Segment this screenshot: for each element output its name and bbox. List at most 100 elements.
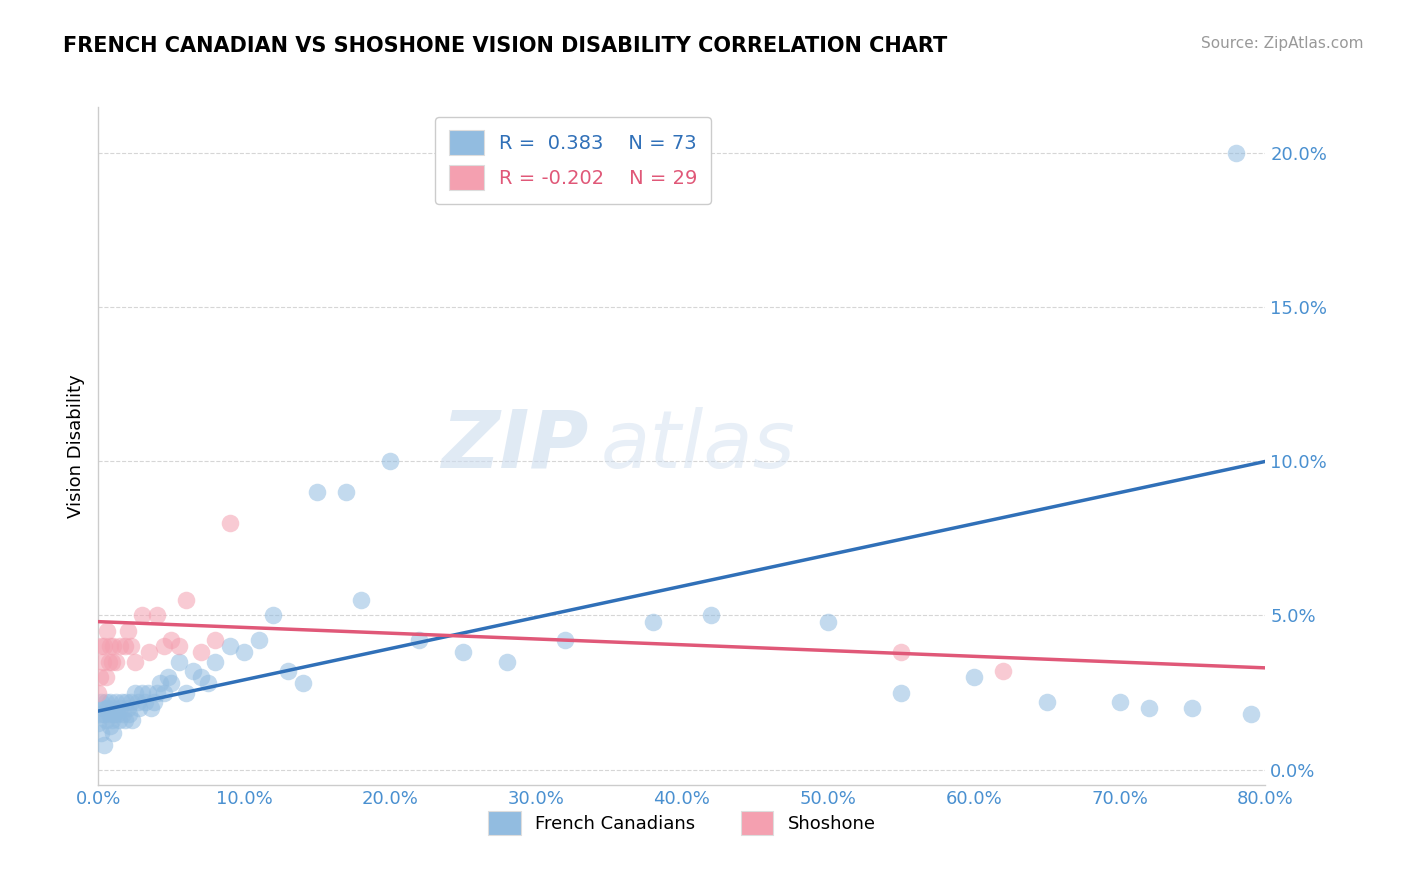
Point <box>117 624 139 638</box>
Point <box>100 655 122 669</box>
Point <box>90 725 112 739</box>
Point <box>94 695 117 709</box>
Point <box>120 640 142 654</box>
Point <box>112 707 135 722</box>
Point <box>94 670 117 684</box>
Point <box>131 685 153 699</box>
Point <box>101 725 124 739</box>
Point <box>97 655 120 669</box>
Point <box>91 701 114 715</box>
Point <box>127 695 149 709</box>
Point <box>93 707 115 722</box>
Point <box>91 655 114 669</box>
Legend: French Canadians, Shoshone: French Canadians, Shoshone <box>479 803 884 844</box>
Point <box>1240 707 1263 722</box>
Point <box>89 670 111 684</box>
Point <box>124 685 146 699</box>
Point <box>110 640 132 654</box>
Point <box>89 707 111 722</box>
Point <box>90 695 112 709</box>
Point <box>1137 701 1160 715</box>
Point <box>100 713 122 727</box>
Point <box>90 640 112 654</box>
Point <box>496 655 519 669</box>
Point <box>160 633 183 648</box>
Point <box>380 454 402 468</box>
Point <box>335 485 357 500</box>
Point <box>1108 695 1130 709</box>
Point <box>98 719 121 733</box>
Point <box>128 701 150 715</box>
Point <box>134 695 156 709</box>
Point <box>146 608 169 623</box>
Point <box>991 664 1014 678</box>
Text: FRENCH CANADIAN VS SHOSHONE VISION DISABILITY CORRELATION CHART: FRENCH CANADIAN VS SHOSHONE VISION DISAB… <box>63 36 948 55</box>
Point <box>1035 695 1057 709</box>
Point <box>554 633 576 648</box>
Point <box>153 640 176 654</box>
Point <box>104 695 127 709</box>
Point <box>120 695 142 709</box>
Point <box>115 695 138 709</box>
Point <box>117 701 139 715</box>
Point <box>641 615 664 629</box>
Point <box>277 664 299 678</box>
Point <box>197 676 219 690</box>
Point <box>890 645 912 659</box>
Point <box>93 640 115 654</box>
Point <box>451 645 474 659</box>
Point <box>160 676 183 690</box>
Point <box>262 608 284 623</box>
Point <box>157 670 180 684</box>
Point <box>1181 701 1204 715</box>
Point <box>104 655 127 669</box>
Text: atlas: atlas <box>600 407 794 485</box>
Point <box>93 738 115 752</box>
Point <box>136 685 159 699</box>
Y-axis label: Vision Disability: Vision Disability <box>66 374 84 518</box>
Point <box>233 645 256 659</box>
Point <box>700 608 723 623</box>
Point <box>96 624 118 638</box>
Point <box>190 670 212 684</box>
Point <box>87 716 110 731</box>
Point <box>181 664 204 678</box>
Point <box>350 593 373 607</box>
Point <box>121 713 143 727</box>
Point <box>167 655 190 669</box>
Point <box>218 516 240 530</box>
Point <box>1225 146 1247 161</box>
Point <box>124 655 146 669</box>
Point <box>146 685 169 699</box>
Point <box>962 670 984 684</box>
Point <box>96 701 118 715</box>
Point <box>101 701 124 715</box>
Point <box>218 640 240 654</box>
Point <box>111 695 134 709</box>
Point <box>174 593 197 607</box>
Text: ZIP: ZIP <box>441 407 589 485</box>
Point <box>153 685 176 699</box>
Point <box>98 640 121 654</box>
Point <box>408 633 430 648</box>
Point <box>291 676 314 690</box>
Point <box>131 608 153 623</box>
Point <box>103 707 125 722</box>
Point <box>890 685 912 699</box>
Point <box>307 485 329 500</box>
Text: Source: ZipAtlas.com: Source: ZipAtlas.com <box>1201 36 1364 51</box>
Point <box>110 701 132 715</box>
Point <box>138 645 160 659</box>
Point <box>118 707 141 722</box>
Point <box>108 713 131 727</box>
Point <box>149 676 172 690</box>
Point <box>142 695 165 709</box>
Point <box>190 645 212 659</box>
Point <box>101 640 124 654</box>
Point <box>98 695 121 709</box>
Point <box>114 713 136 727</box>
Point <box>204 655 226 669</box>
Point <box>139 701 162 715</box>
Point <box>174 685 197 699</box>
Point <box>247 633 270 648</box>
